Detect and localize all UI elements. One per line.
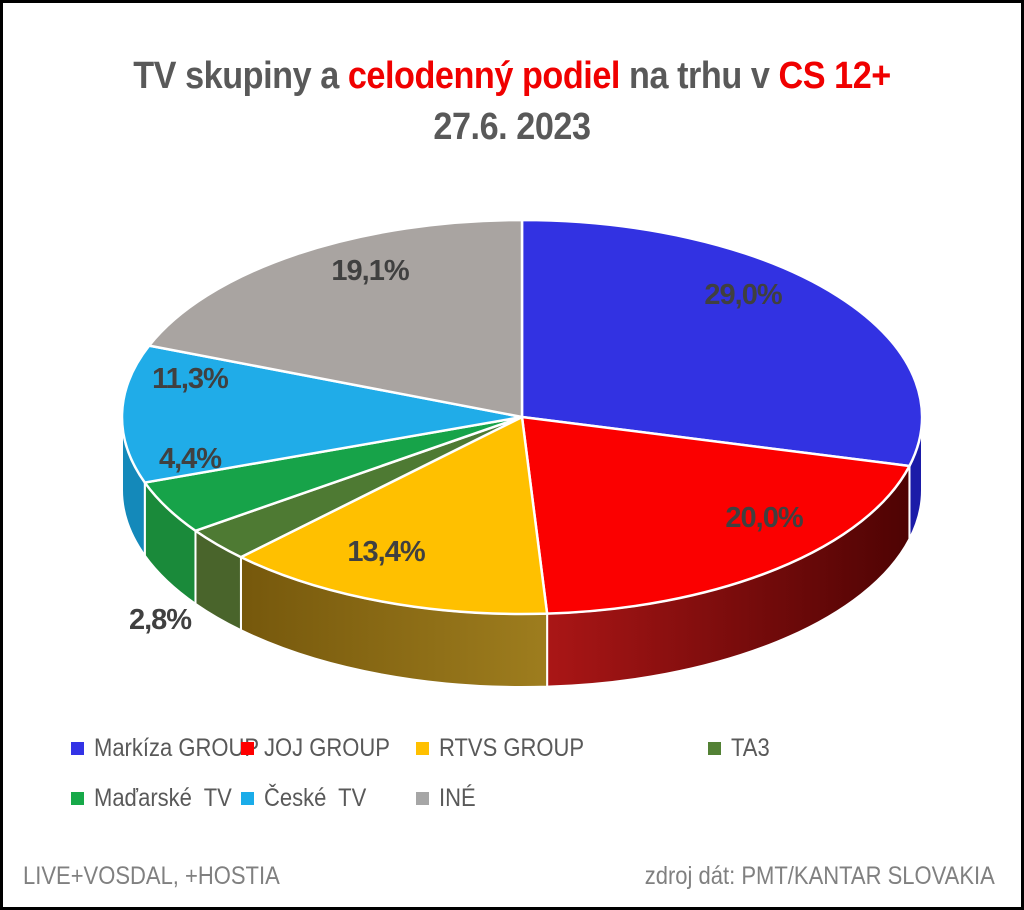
pie-slice-1 xyxy=(520,218,924,468)
legend-swatch-icon xyxy=(71,791,84,805)
pie-label-6: 11,3% xyxy=(152,363,229,395)
legend-item-1: Markíza GROUP xyxy=(71,734,282,762)
legend-item-4: TA3 xyxy=(708,734,775,762)
legend-swatch-icon xyxy=(241,791,254,805)
footer-note: LIVE+VOSDAL, +HOSTIA xyxy=(23,862,280,890)
pie-slice-7 xyxy=(147,218,524,419)
legend-swatch-icon xyxy=(71,741,84,755)
pie-label-2: 20,0% xyxy=(725,502,803,534)
pie-label-4: 2,8% xyxy=(129,604,192,636)
legend-swatch-icon xyxy=(416,791,429,805)
legend-label: RTVS GROUP xyxy=(439,733,585,762)
pie-slice-2 xyxy=(520,415,911,615)
legend-label: TA3 xyxy=(731,733,770,762)
title-part-1: TV skupiny a xyxy=(133,55,348,97)
pie-label-1: 29,0% xyxy=(704,279,782,311)
pie-slice-3 xyxy=(239,415,549,616)
legend-item-7: INÉ xyxy=(416,784,481,812)
title-part-3: na trhu v xyxy=(619,55,779,97)
pie-slice-6 xyxy=(120,344,524,484)
legend-label: INÉ xyxy=(439,783,476,812)
legend-item-2: JOJ GROUP xyxy=(241,734,407,762)
legend-swatch-icon xyxy=(708,741,721,755)
title-part-4: CS 12+ xyxy=(778,55,891,97)
chart-title: TV skupiny a celodenný podiel na trhu v … xyxy=(54,55,970,98)
legend-label: Markíza GROUP xyxy=(94,733,260,762)
pie-label-5: 4,4% xyxy=(159,443,222,475)
title-part-2: celodenný podiel xyxy=(347,55,621,97)
pie-chart: 29,0% 20,0% 13,4% 2,8% 4,4% 11,3% 19,1% xyxy=(120,218,924,688)
pie-label-3: 13,4% xyxy=(347,536,425,568)
legend-item-6: České TV xyxy=(241,784,380,812)
pie-label-7: 19,1% xyxy=(331,255,409,287)
legend-label: České TV xyxy=(264,783,367,812)
footer-source: zdroj dát: PMT/KANTAR SLOVAKIA xyxy=(644,862,995,890)
chart-subtitle: 27.6. 2023 xyxy=(433,106,591,148)
legend-label: Maďarské TV xyxy=(94,783,232,812)
legend-swatch-icon xyxy=(241,741,254,755)
legend-label: JOJ GROUP xyxy=(264,733,390,762)
legend-item-3: RTVS GROUP xyxy=(416,734,604,762)
legend-swatch-icon xyxy=(416,741,429,755)
legend-item-5: Maďarské TV xyxy=(71,784,251,812)
